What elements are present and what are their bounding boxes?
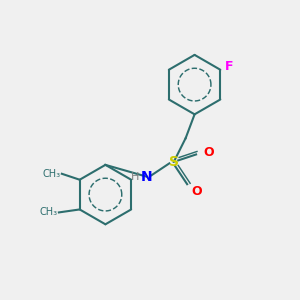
Text: CH₃: CH₃ [42,169,60,179]
Text: CH₃: CH₃ [39,207,57,218]
Text: N: N [141,170,153,184]
Text: S: S [169,155,179,169]
Text: H: H [131,172,140,182]
Text: O: O [203,146,214,160]
Text: O: O [192,185,202,198]
Text: F: F [225,60,233,73]
